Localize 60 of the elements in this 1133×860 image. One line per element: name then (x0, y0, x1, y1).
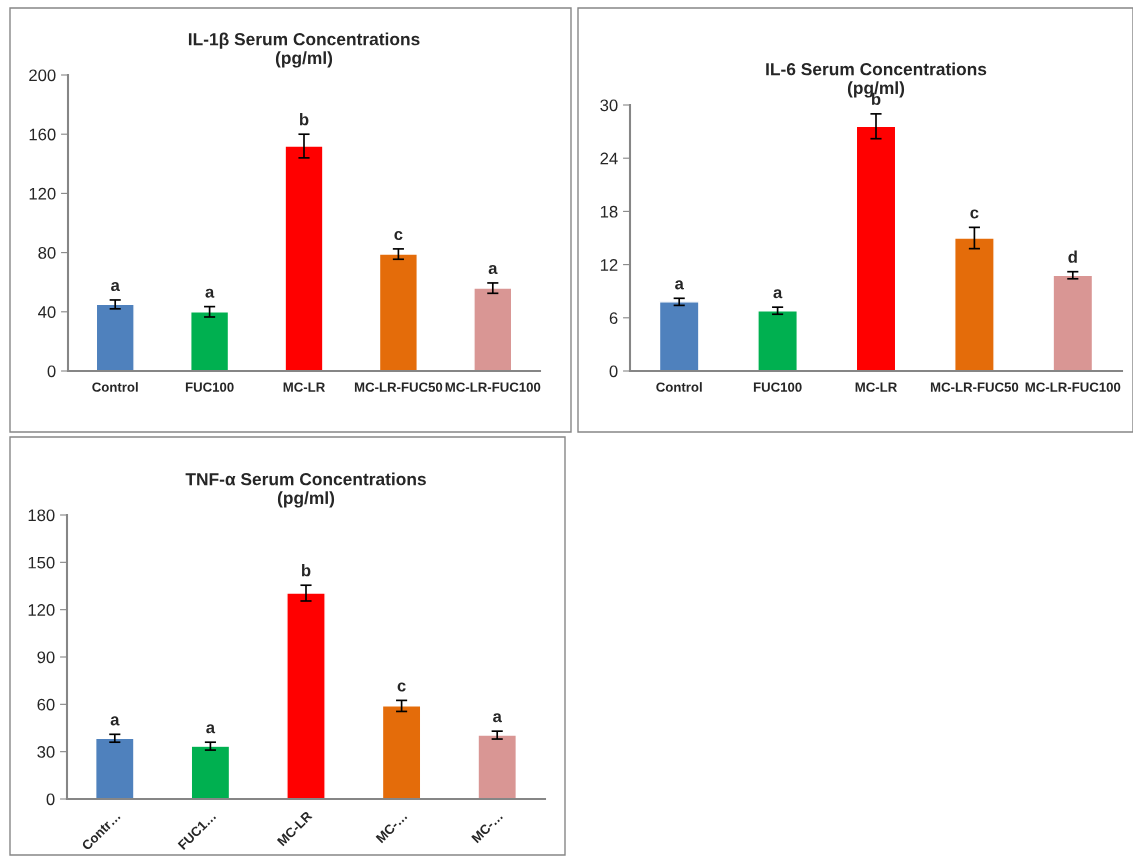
y-tick-label: 0 (47, 365, 56, 378)
annotation: b (302, 564, 311, 577)
y-tick-label: 24 (600, 152, 618, 165)
annotation: a (488, 264, 498, 275)
y-tick-label: 0 (609, 365, 618, 378)
bar (477, 734, 518, 799)
bar (378, 253, 418, 371)
bar (190, 311, 230, 371)
x-tick-label: FUC100 (185, 382, 234, 392)
y-tick-label: 30 (37, 746, 55, 758)
chart-title: IL-1β Serum Concentrations (pg/ml) (188, 32, 420, 68)
bar (473, 287, 513, 371)
y-tick-label: 18 (600, 205, 618, 218)
annotation: a (773, 289, 783, 299)
y-tick-label: 60 (37, 698, 55, 711)
bar (286, 592, 326, 799)
x-tick-label: MC-LR-FUC50 (930, 382, 1019, 392)
bar (284, 145, 324, 371)
annotation: a (493, 713, 502, 723)
x-tick-label: MC-LR-FUC50 (354, 382, 443, 392)
x-tick-label: MC-LR (855, 382, 897, 392)
annotation: c (397, 682, 406, 692)
annotation: a (206, 724, 216, 734)
bar (855, 125, 897, 371)
y-tick-label: 160 (29, 128, 56, 141)
chart-title: TNF-α Serum Concentrations (pg/ml) (185, 472, 426, 508)
bar (95, 303, 135, 371)
x-tick-label: MC-LR-FUC100 (1025, 382, 1121, 392)
bar (94, 737, 135, 799)
annotation: a (205, 288, 215, 298)
annotation: a (111, 281, 120, 292)
bar (658, 301, 700, 371)
y-tick-label: 12 (600, 259, 618, 271)
y-tick-label: 0 (46, 793, 55, 806)
y-tick-label: 40 (38, 306, 56, 318)
y-tick-label: 6 (609, 312, 618, 324)
annotation: a (110, 716, 120, 726)
y-tick-label: 90 (37, 651, 55, 664)
bar (757, 310, 798, 371)
annotation: d (1068, 250, 1077, 263)
x-tick-label: FUC100 (753, 382, 802, 392)
annotation: b (300, 113, 309, 126)
annotation: c (970, 209, 979, 219)
bar (190, 745, 231, 799)
x-tick-label: Control (656, 382, 702, 392)
y-tick-label: 200 (29, 69, 56, 82)
annotation: c (394, 230, 403, 241)
y-tick-label: 120 (29, 187, 56, 200)
annotation: a (675, 280, 684, 290)
x-tick-label: Control (92, 382, 138, 392)
y-tick-label: 150 (28, 556, 55, 569)
y-tick-label: 80 (38, 247, 56, 259)
y-tick-label: 180 (28, 509, 55, 522)
x-tick-label: MC-LR-FUC100 (445, 382, 541, 392)
bar (381, 705, 422, 799)
bar (954, 237, 995, 371)
y-tick-label: 120 (28, 604, 55, 616)
x-tick-label: MC-LR (283, 382, 325, 392)
bar (1052, 274, 1094, 371)
y-tick-label: 30 (600, 99, 618, 112)
